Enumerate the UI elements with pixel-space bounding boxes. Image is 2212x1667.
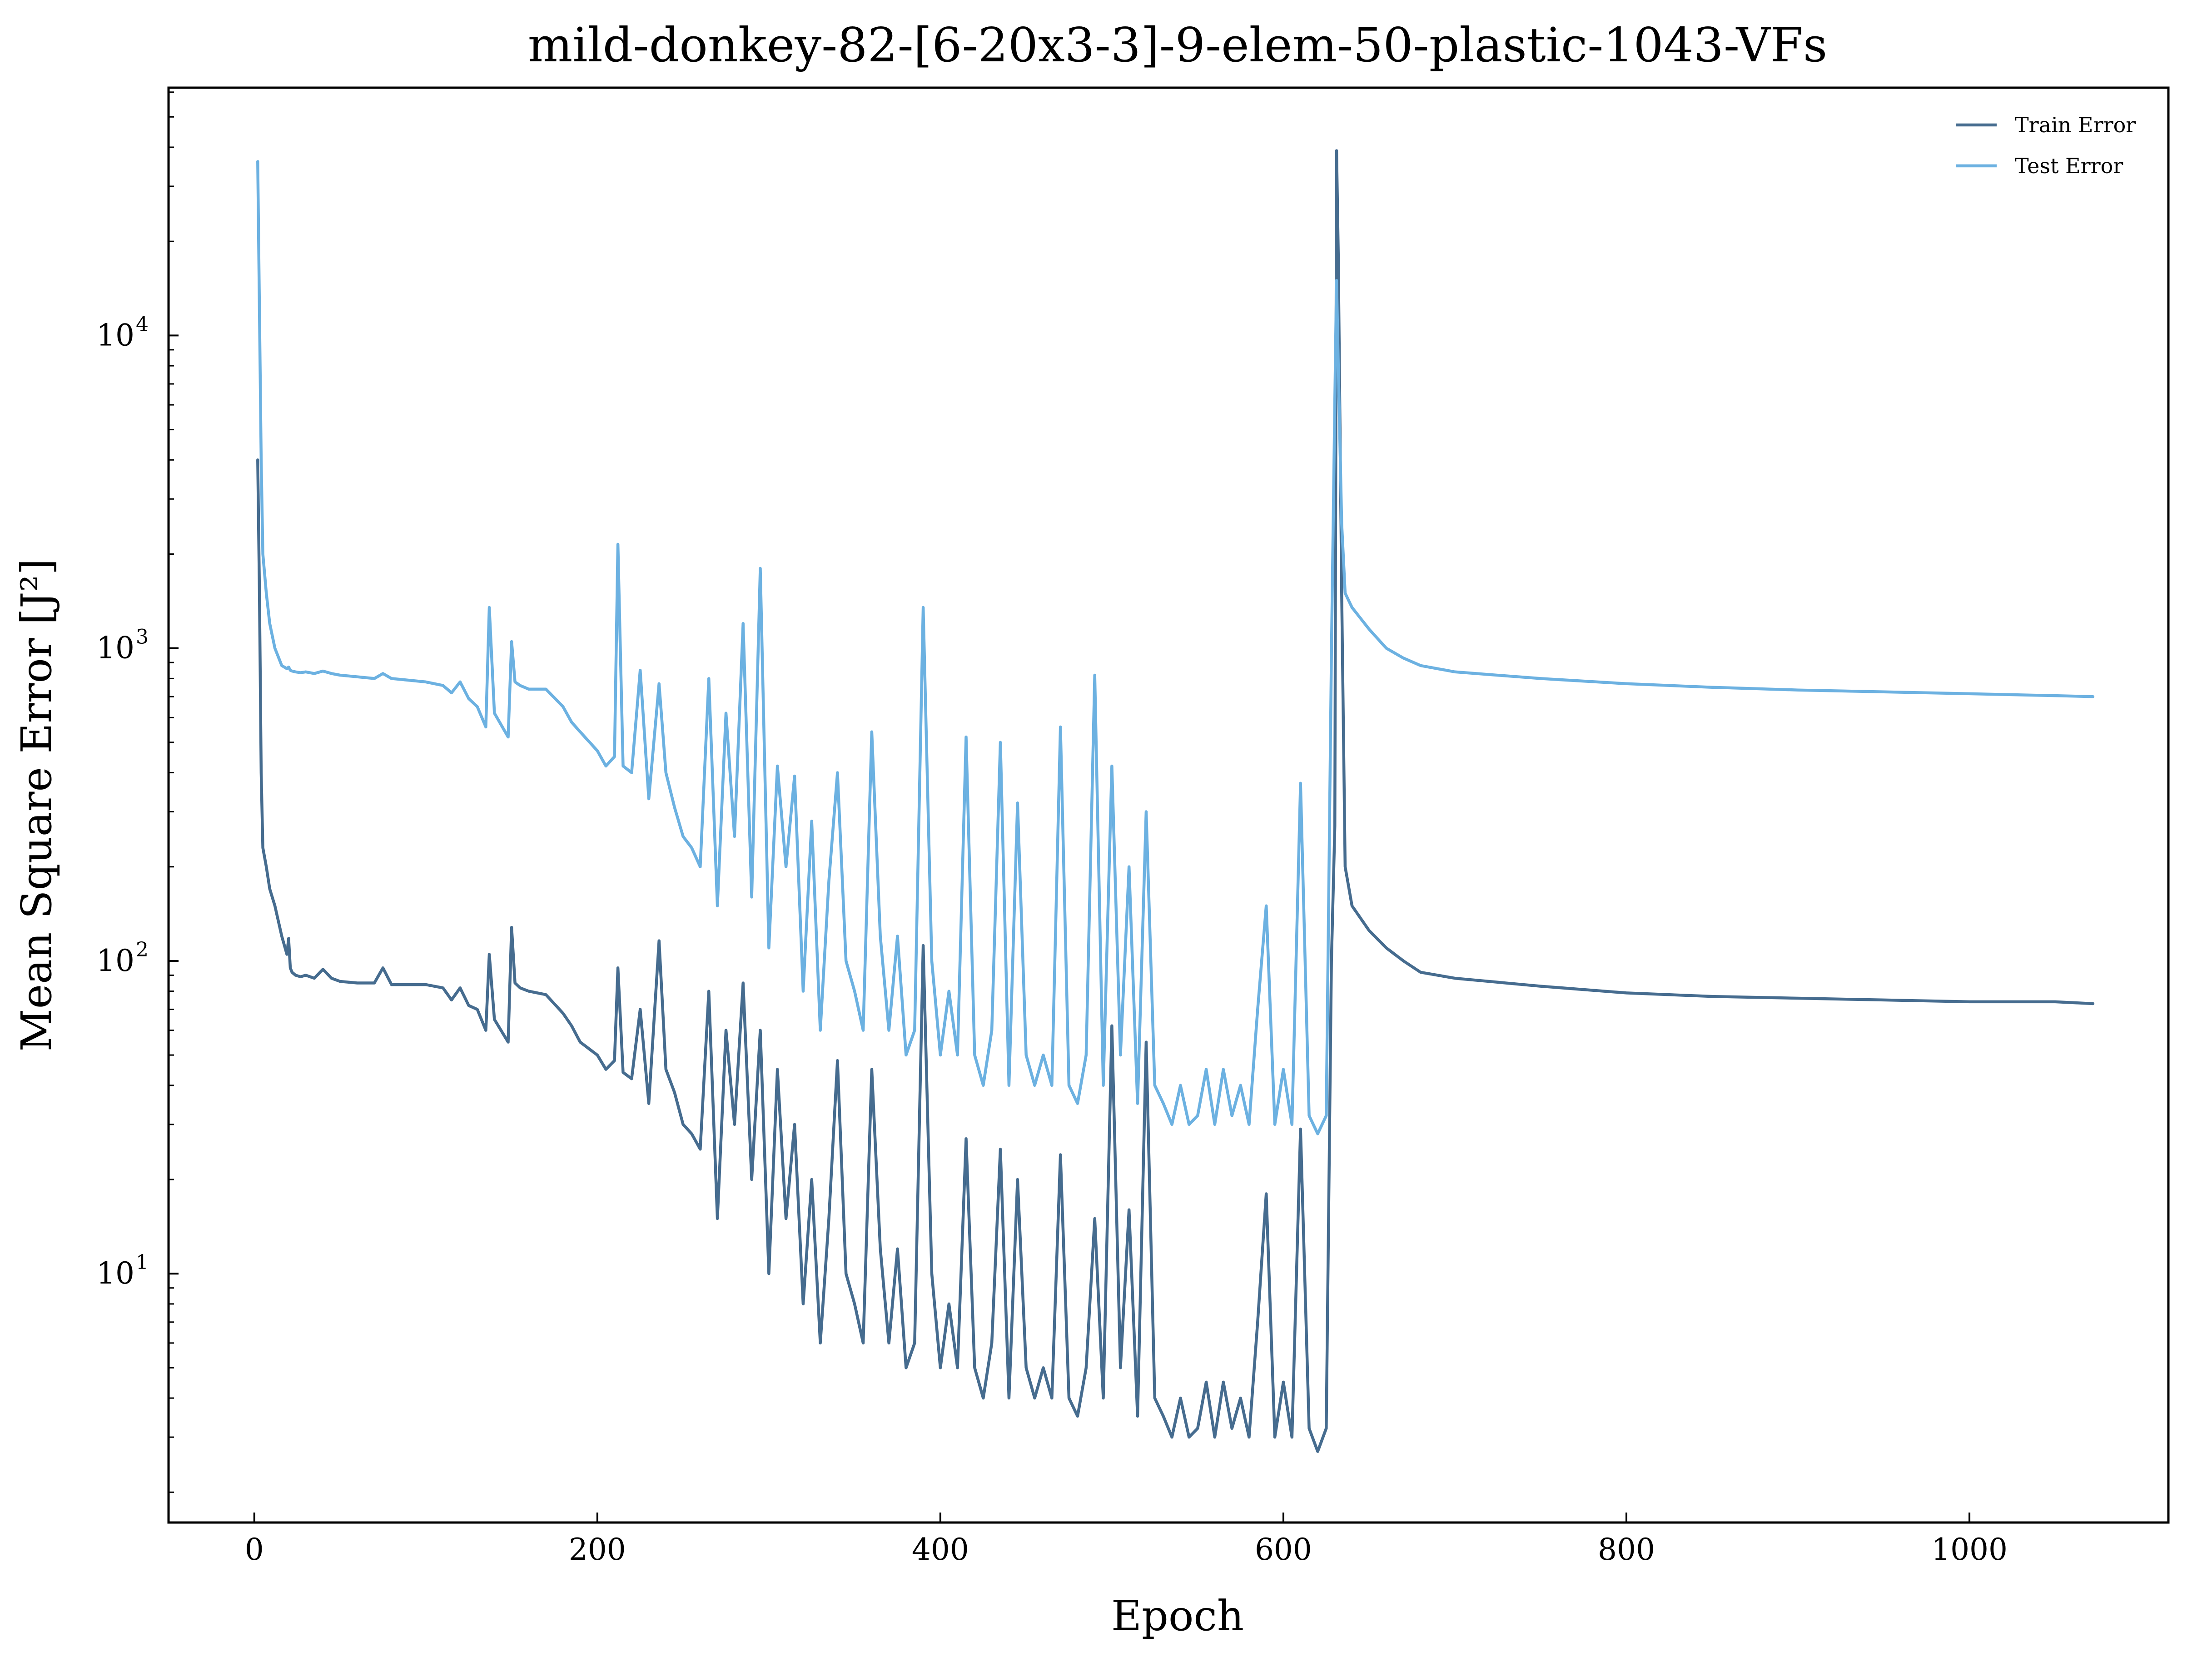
y-tick-label: 10 [96,1256,134,1291]
legend-label: Train Error [2015,113,2136,137]
y-axis-label: Mean Square Error [J²] [12,559,61,1052]
series-line-train [256,149,2095,1453]
y-tick-label: 10 [96,943,134,978]
x-axis-label: Epoch [1111,1592,1244,1640]
x-tick-label: 400 [912,1532,969,1567]
legend: Train Error Test Error [1956,113,2136,178]
y-tick-exponent: 1 [136,1251,149,1274]
y-tick-label: 10 [96,631,134,666]
x-tick-label: 200 [569,1532,626,1567]
chart-title: mild-donkey-82-[6-20x3-3]-9-elem-50-plas… [528,17,1827,73]
series-line-test [256,160,2095,1135]
y-tick-label: 10 [96,318,134,353]
plot-frame [167,86,2170,1524]
y-tick-exponent: 4 [136,313,149,336]
x-axis: 0 200 400 600 800 1000 [245,1513,2008,1567]
x-tick-label: 0 [245,1532,264,1567]
series-group [256,149,2095,1453]
y-tick-exponent: 2 [136,938,149,961]
x-tick-label: 600 [1255,1532,1312,1567]
plot-area [256,149,2095,1453]
x-tick-label: 800 [1598,1532,1655,1567]
y-tick-exponent: 3 [136,626,149,649]
x-tick-label: 1000 [1931,1532,2008,1567]
legend-label: Test Error [2015,154,2123,178]
